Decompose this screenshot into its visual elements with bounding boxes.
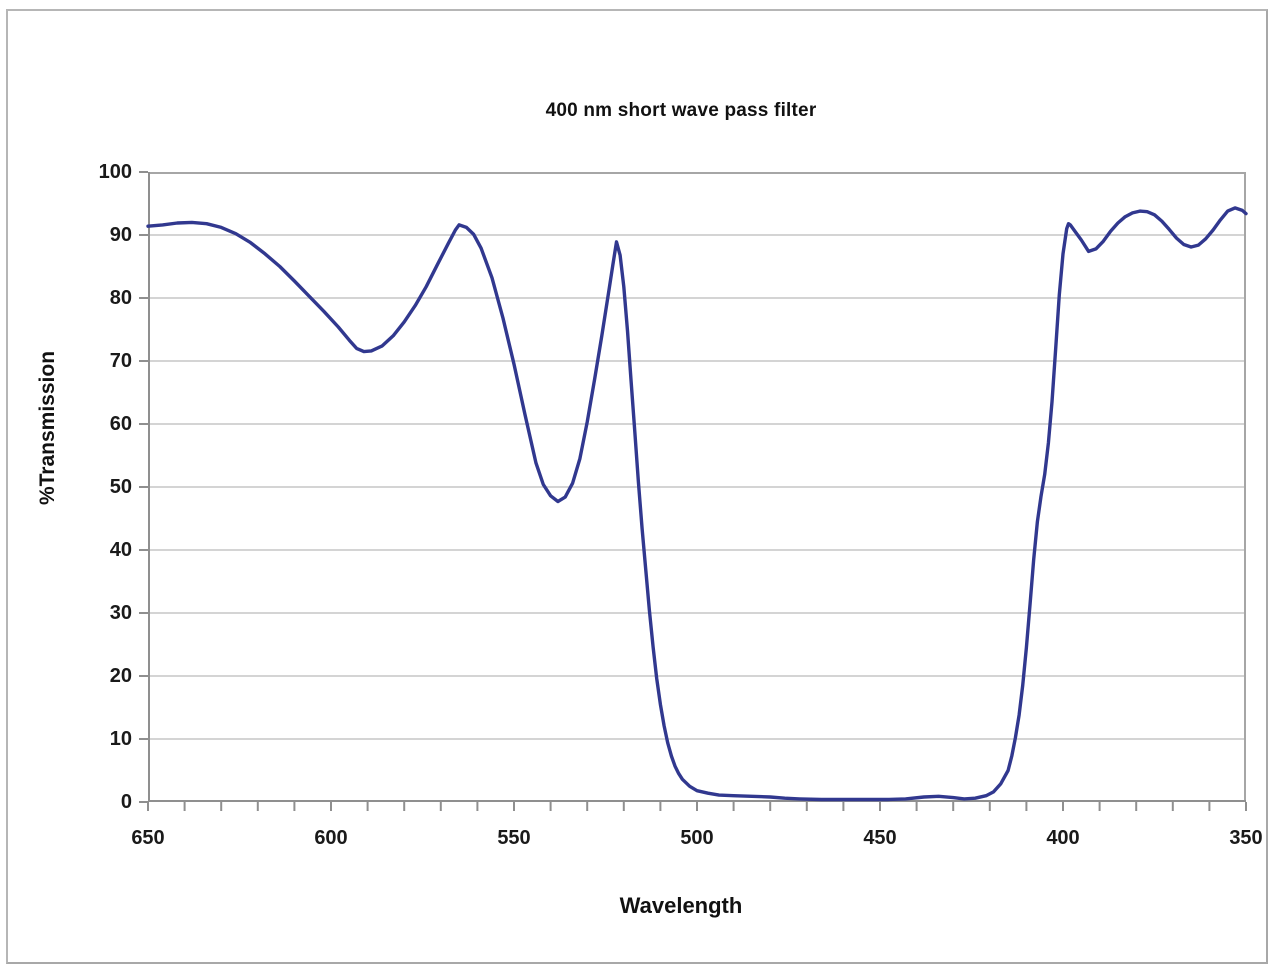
- y-tick-label: 20: [109, 665, 132, 687]
- y-tick-label: 60: [109, 413, 132, 435]
- x-tick-label: 400: [1046, 827, 1080, 849]
- image-border: [6, 9, 1268, 964]
- y-tick-label: 100: [98, 161, 132, 183]
- y-tick-label: 50: [109, 476, 132, 498]
- x-tick-label: 450: [863, 827, 897, 849]
- y-tick-label: 10: [109, 728, 132, 750]
- x-tick-label: 600: [314, 827, 348, 849]
- x-tick-label: 550: [497, 827, 531, 849]
- chart-title: 400 nm short wave pass filter: [545, 100, 817, 121]
- y-tick-label: 90: [109, 224, 132, 246]
- y-tick-label: 80: [109, 287, 132, 309]
- y-axis-title: %Transmission: [36, 350, 59, 506]
- y-tick-label: 70: [109, 350, 132, 372]
- x-tick-label: 650: [131, 827, 165, 849]
- transmission-curve: [146, 206, 1248, 802]
- x-tick-label: 500: [680, 827, 714, 849]
- x-tick-label: 350: [1229, 827, 1263, 849]
- y-tick-label: 0: [120, 791, 132, 813]
- y-tick-label: 30: [109, 602, 132, 624]
- x-axis-title: Wavelength: [619, 893, 743, 918]
- y-tick-label: 40: [109, 539, 132, 561]
- plot-area: [139, 171, 1248, 811]
